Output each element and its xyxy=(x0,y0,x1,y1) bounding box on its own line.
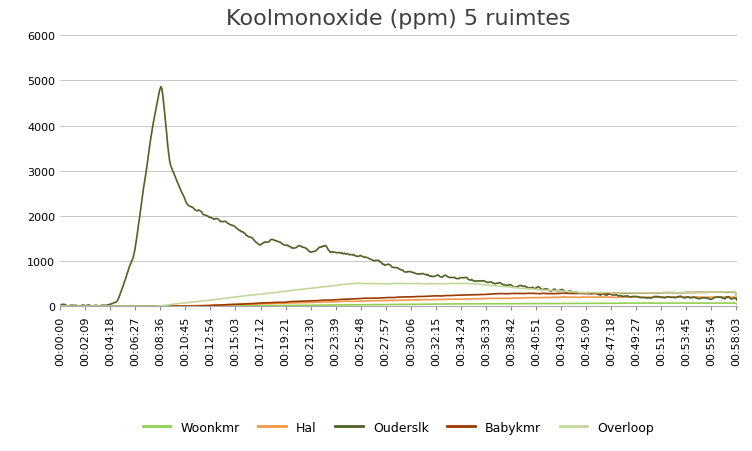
Ouderslk xyxy=(271,239,280,244)
Woonkmr xyxy=(666,301,675,306)
Overloop xyxy=(68,304,77,309)
Line: Hal: Hal xyxy=(60,297,737,307)
Overloop xyxy=(668,290,677,296)
Overloop xyxy=(222,296,231,301)
Line: Overloop: Overloop xyxy=(60,284,737,307)
Babykmr xyxy=(732,295,741,300)
Woonkmr xyxy=(247,304,256,309)
Babykmr xyxy=(666,290,675,296)
Hal xyxy=(629,295,638,300)
Hal xyxy=(247,302,256,307)
Babykmr xyxy=(56,304,65,309)
Ouderslk xyxy=(732,298,741,303)
Hal xyxy=(666,295,675,300)
Babykmr xyxy=(582,291,591,297)
Ouderslk xyxy=(502,283,511,288)
Ouderslk xyxy=(248,236,257,242)
Woonkmr xyxy=(56,304,65,309)
Overloop xyxy=(584,290,593,296)
Ouderslk xyxy=(56,303,65,308)
Title: Koolmonoxide (ppm) 5 ruimtes: Koolmonoxide (ppm) 5 ruimtes xyxy=(226,9,571,29)
Woonkmr xyxy=(221,304,230,309)
Babykmr xyxy=(500,291,509,297)
Babykmr xyxy=(270,300,279,305)
Hal xyxy=(500,296,509,301)
Hal xyxy=(221,303,230,308)
Woonkmr xyxy=(708,301,717,306)
Line: Babykmr: Babykmr xyxy=(60,292,737,307)
Overloop xyxy=(56,304,65,309)
Overloop xyxy=(353,281,362,286)
Overloop xyxy=(271,290,280,295)
Woonkmr xyxy=(500,301,509,307)
Woonkmr xyxy=(270,303,279,308)
Hal xyxy=(270,301,279,307)
Overloop xyxy=(247,293,256,298)
Hal xyxy=(56,304,65,309)
Hal xyxy=(732,298,741,303)
Hal xyxy=(582,295,591,300)
Ouderslk xyxy=(668,295,677,300)
Woonkmr xyxy=(732,302,741,307)
Ouderslk xyxy=(223,221,232,226)
Line: Woonkmr: Woonkmr xyxy=(60,304,737,307)
Ouderslk xyxy=(156,85,165,90)
Overloop xyxy=(732,294,741,299)
Overloop xyxy=(502,285,511,290)
Babykmr xyxy=(730,290,739,295)
Ouderslk xyxy=(584,291,593,297)
Babykmr xyxy=(221,302,230,308)
Woonkmr xyxy=(582,301,591,306)
Babykmr xyxy=(247,301,256,307)
Ouderslk xyxy=(95,304,104,309)
Line: Ouderslk: Ouderslk xyxy=(60,87,737,307)
Legend: Woonkmr, Hal, Ouderslk, Babykmr, Overloop: Woonkmr, Hal, Ouderslk, Babykmr, Overloo… xyxy=(138,416,659,439)
